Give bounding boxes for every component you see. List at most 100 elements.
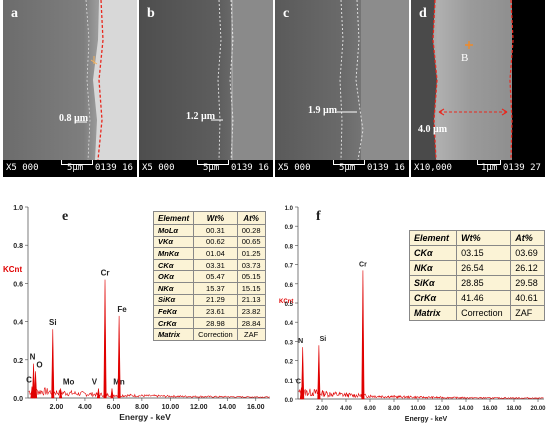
thickness-label-d: 4.0 µm (418, 124, 448, 135)
x-tick-label: 2.00 (50, 404, 64, 411)
y-tick-label: 0.4 (285, 321, 294, 327)
panel-letter-d: d (419, 6, 427, 21)
table-f-header: Wt% (456, 230, 512, 246)
thickness-label-a: 0.8 µm (59, 113, 89, 124)
panel-letter-a: a (11, 6, 18, 21)
table-cell: ZAF (510, 305, 545, 321)
table-row: MoLα 00.31 00.28 (152, 224, 266, 237)
peak-N (301, 347, 305, 400)
y-tick-label: 0.1 (285, 379, 294, 385)
table-cell: 03.73 (236, 258, 266, 272)
x-tick-label: 20.00 (530, 406, 546, 412)
y-tick-label: 0.8 (13, 243, 23, 250)
table-row: CrKα 41.46 40.61 (408, 290, 545, 306)
x-tick-label: 2.00 (316, 406, 328, 412)
x-tick-label: 16.00 (482, 406, 498, 412)
sem-info-bar-b: X5 000 5µm 0139 16 (139, 160, 273, 177)
sem-image-d (411, 0, 545, 160)
image-code-d: 0139 27 (503, 163, 541, 173)
peak-Fe (117, 315, 121, 399)
peak-Mo (59, 388, 63, 399)
peak-N (32, 363, 36, 399)
x-tick-label: 8.00 (388, 406, 400, 412)
table-row: FeKα 23.61 23.82 (152, 305, 266, 318)
scale-text-a: 5µm (67, 163, 84, 173)
peak-label-Cr: Cr (359, 261, 367, 268)
peak-Si (51, 329, 55, 399)
peak-label-N: N (298, 338, 303, 345)
peak-label-O: O (36, 360, 42, 369)
table-cell: MoLα (152, 224, 195, 237)
table-cell: 05.47 (193, 270, 238, 283)
table-cell: CrKα (152, 316, 195, 330)
y-tick-label: 0.4 (13, 320, 23, 327)
table-cell: 28.84 (236, 316, 266, 330)
magnification-c: X5 000 (278, 163, 311, 173)
table-cell: CKα (152, 258, 195, 272)
table-cell: 05.15 (236, 270, 266, 283)
table-row: VKα 00.62 00.65 (152, 235, 266, 249)
y-tick-label: 1.0 (285, 206, 294, 212)
peak-label-C: C (26, 376, 32, 385)
x-tick-label: 12.00 (190, 404, 208, 411)
table-e-header: Element (152, 211, 195, 225)
table-cell: 41.46 (456, 290, 512, 306)
sem-image-c (275, 0, 409, 160)
peak-label-C: C (296, 378, 301, 385)
table-cell: Correction (193, 328, 238, 341)
sem-image-b (139, 0, 273, 160)
table-cell: NKα (408, 260, 458, 276)
x-tick-label: 10.00 (410, 406, 426, 412)
chart-f-panel-letter: f (316, 209, 321, 224)
sem-panel-d: d B 4.0 µm X10,000 1µm 0139 27 (411, 0, 545, 177)
peak-O (34, 371, 38, 399)
table-row: Matrix Correction ZAF (152, 328, 266, 341)
sem-info-bar-d: X10,000 1µm 0139 27 (411, 160, 545, 177)
table-cell: MnKα (152, 247, 195, 260)
sem-panel-b: b 1.2 µm X5 000 5µm 0139 16 (139, 0, 273, 177)
chart-f-xlabel: Energy - keV (405, 416, 448, 423)
y-tick-label: 0.7 (285, 264, 294, 270)
y-tick-label: 0.8 (285, 244, 294, 250)
table-cell: 29.58 (510, 275, 545, 291)
y-tick-label: 0.9 (285, 225, 294, 231)
chart-e-xlabel: Energy - keV (119, 412, 171, 422)
table-cell: 28.85 (456, 275, 512, 291)
spectrum-background (28, 387, 270, 399)
table-cell: OKα (152, 270, 195, 283)
scale-text-d: 1µm (481, 163, 498, 173)
y-tick-label: 0.0 (285, 398, 294, 404)
table-cell: 23.61 (193, 305, 238, 318)
magnification-a: X5 000 (6, 163, 39, 173)
x-tick-label: 12.00 (434, 406, 450, 412)
peak-Mn (110, 388, 114, 399)
table-cell: 26.12 (510, 260, 545, 276)
y-tick-label: 0.0 (13, 396, 23, 403)
thickness-label-b: 1.2 µm (186, 111, 216, 122)
sem-info-bar-a: X5 000 5µm 0139 16 (3, 160, 137, 177)
scale-bar-b (197, 160, 229, 165)
table-cell: 21.13 (236, 293, 266, 307)
sem-image-a (3, 0, 137, 160)
eds-spectrum-chart-f: f KCnt Energy - keV 0.0 0.1 0.2 0.3 0.4 0.5 0.… (279, 206, 546, 423)
y-tick-label: 0.6 (13, 281, 23, 288)
y-tick-label: 1.0 (13, 205, 23, 212)
x-tick-label: 6.00 (107, 404, 121, 411)
y-tick-label: 0.6 (285, 283, 294, 289)
table-row: NKα 15.37 15.15 (152, 281, 266, 295)
table-row: CKα 03.31 03.73 (152, 258, 266, 272)
y-tick-label: 0.2 (285, 360, 294, 366)
table-e-header: At% (236, 211, 266, 225)
table-cell: 00.62 (193, 235, 238, 249)
table-cell: 26.54 (456, 260, 512, 276)
table-cell: 00.28 (236, 224, 266, 237)
panel-letter-c: c (283, 6, 290, 21)
chart-e-panel-letter: e (62, 209, 68, 224)
scale-bar-c (333, 160, 365, 165)
table-f-header-row: Element Wt% At% (408, 230, 545, 246)
table-e-header: Wt% (193, 211, 238, 225)
composition-table-f: Element Wt% At% CKα 03.15 03.69 NKα 26.54 26… (408, 230, 545, 321)
table-cell: FeKα (152, 305, 195, 318)
table-cell: 01.04 (193, 247, 238, 260)
table-cell: 40.61 (510, 290, 545, 306)
